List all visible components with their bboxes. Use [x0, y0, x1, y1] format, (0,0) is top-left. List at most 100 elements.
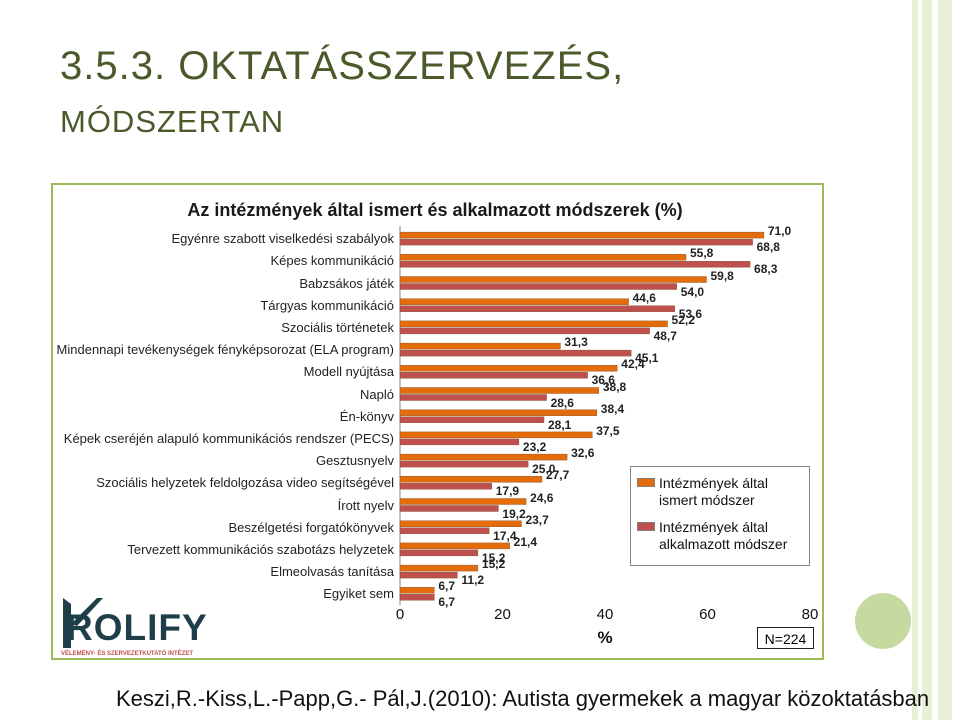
decor-stripe-2 [922, 0, 932, 720]
value-label-known: 71,0 [767, 224, 792, 239]
x-tick-label: 80 [801, 606, 819, 623]
value-label-applied: 15,2 [481, 550, 506, 565]
value-label-applied: 68,3 [754, 262, 778, 277]
bar-known [399, 587, 435, 594]
bar-applied [399, 416, 545, 423]
x-tick-label: 60 [699, 606, 716, 623]
bar-known [399, 320, 668, 328]
krolify-logo-mark [63, 598, 103, 648]
bar-known [399, 542, 510, 550]
value-label-known: 38,8 [602, 379, 627, 394]
value-label-known: 44,6 [632, 290, 656, 305]
sample-size-box: N=224 [757, 627, 814, 649]
value-label-applied: 6,7 [438, 595, 456, 610]
value-label-known: 24,6 [530, 490, 554, 505]
bar-known [399, 254, 687, 261]
bar-known [399, 298, 629, 305]
logo-tagline: VÉLEMÉNY- ÉS SZERVEZETKUTATÓ INTÉZET [61, 651, 194, 657]
category-label: Szociális történetek [281, 319, 394, 335]
bar-applied [399, 460, 529, 468]
bar-applied [399, 549, 479, 557]
bar-applied [399, 571, 458, 579]
bar-applied [399, 438, 520, 446]
category-label: Tervezett kommunikációs szabotázs helyze… [127, 541, 394, 557]
value-label-known: 55,8 [689, 246, 714, 261]
value-label-known: 27,7 [545, 468, 570, 483]
value-label-applied: 28,1 [548, 417, 572, 432]
bar-applied [399, 594, 435, 601]
x-tick-label: 20 [494, 606, 511, 623]
value-label-known: 21,4 [513, 534, 538, 549]
bar-known [399, 431, 593, 439]
decor-circle [855, 593, 911, 649]
slide-title-line2: MÓDSZERTAN [60, 104, 285, 139]
value-label-applied: 28,6 [550, 395, 574, 410]
chart-legend: Intézmények által ismert módszer Intézmé… [630, 466, 810, 566]
bar-applied [399, 261, 751, 268]
citation-text: Keszi,R.-Kiss,L.-Papp,G.- Pál,J.(2010): … [116, 686, 930, 711]
bar-known [399, 231, 765, 239]
category-label: Képes kommunikáció [270, 253, 394, 269]
x-axis-label: % [597, 628, 613, 647]
logo-text: ROLIFY [66, 607, 208, 648]
x-tick-label: 40 [596, 606, 614, 623]
bar-applied [399, 527, 490, 534]
bar-applied [399, 305, 675, 312]
value-label-known: 52,2 [671, 312, 695, 327]
bar-known [399, 520, 522, 527]
value-label-applied: 11,2 [461, 573, 485, 588]
category-label: Tárgyas kommunikáció [260, 297, 394, 313]
category-label: Napló [360, 386, 394, 402]
value-label-known: 31,3 [564, 335, 588, 350]
bar-known [399, 276, 707, 283]
bar-known [399, 498, 527, 505]
slide-title-line1: 3.5.3. OKTATÁSSZERVEZÉS, [60, 44, 625, 88]
value-label-applied: 68,8 [756, 240, 780, 255]
bar-known [399, 342, 561, 350]
legend-swatch-applied [637, 522, 655, 531]
decor-stripe-1 [912, 0, 918, 720]
bar-known [399, 387, 600, 394]
bar-applied [399, 505, 499, 512]
category-label: Beszélgetési forgatókönyvek [228, 519, 394, 535]
bar-applied [399, 349, 632, 357]
value-label-applied: 36,6 [591, 373, 615, 388]
bar-known [399, 476, 543, 483]
chart-title: Az intézmények által ismert és alkalmazo… [187, 200, 683, 220]
value-label-applied: 54,0 [680, 284, 705, 299]
value-label-known: 6,7 [438, 579, 456, 594]
value-label-known: 32,6 [571, 446, 595, 461]
bar-applied [399, 238, 753, 246]
x-tick-label: 0 [395, 606, 405, 623]
category-label: Babzsákos játék [299, 275, 394, 291]
bar-known [399, 453, 568, 461]
category-label: Én-könyv [339, 408, 394, 424]
legend-label-applied: Intézmények által alkalmazott módszer [659, 519, 788, 552]
category-label: Írott nyelv [337, 497, 394, 513]
bar-applied [399, 483, 492, 490]
value-label-known: 15,2 [481, 557, 506, 572]
value-label-known: 38,4 [600, 401, 625, 416]
bar-applied [399, 372, 588, 379]
value-label-applied: 48,7 [653, 328, 677, 343]
value-label-applied: 17,9 [495, 484, 520, 499]
bar-known [399, 365, 618, 372]
bar-applied [399, 394, 547, 401]
value-label-applied: 53,6 [678, 306, 703, 321]
category-label: Modell nyújtása [303, 364, 394, 380]
bar-known [399, 409, 598, 416]
value-label-applied: 23,2 [522, 439, 547, 454]
value-label-applied: 25,0 [532, 462, 556, 477]
value-label-known: 59,8 [710, 268, 734, 283]
value-label-known: 42,4 [621, 357, 645, 372]
legend-label-known: Intézmények által ismert módszer [659, 475, 768, 508]
category-label: Szociális helyzetek feldolgozása video s… [96, 475, 394, 491]
value-label-known: 23,7 [525, 512, 549, 527]
category-label: Mindennapi tevékenységek fényképsorozat … [56, 342, 394, 358]
value-label-applied: 17,4 [493, 528, 517, 543]
bar-known [399, 564, 479, 572]
value-label-known: 37,5 [596, 423, 620, 438]
category-label: Egyénre szabott viselkedési szabályok [171, 231, 394, 247]
decor-stripe-3 [938, 0, 952, 720]
